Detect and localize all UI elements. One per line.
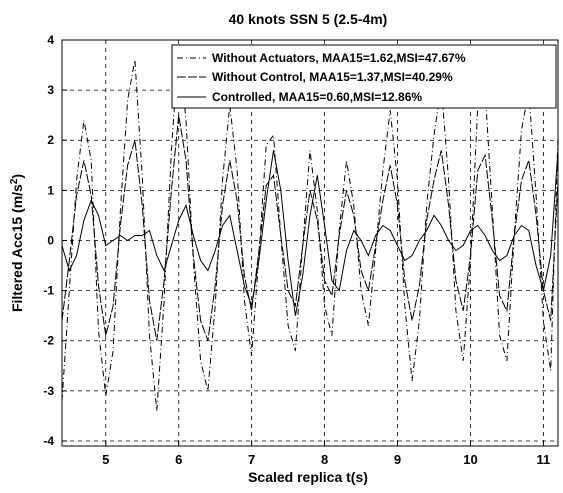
y-tick-label: -1 bbox=[43, 284, 54, 298]
legend-label-controlled: Controlled, MAA15=0.60,MSI=12.86% bbox=[212, 90, 422, 104]
series-line-2 bbox=[62, 150, 558, 316]
legend-box bbox=[171, 44, 557, 109]
x-tick-label: 5 bbox=[102, 452, 109, 467]
y-tick-label: 1 bbox=[47, 183, 54, 197]
y-tick-label: 0 bbox=[47, 233, 54, 247]
y-axis-label-superscript: 2 bbox=[9, 178, 20, 184]
chart-title: 40 knots SSN 5 (2.5-4m) bbox=[229, 11, 388, 27]
y-axis-label-close: ) bbox=[9, 174, 25, 179]
series-line-1 bbox=[62, 115, 558, 341]
y-axis-label: Filtered Acc15 (m/s2) bbox=[9, 174, 25, 312]
legend-label-without-control: Without Control, MAA15=1.37,MSI=40.29% bbox=[212, 70, 453, 84]
legend-label-without-actuators: Without Actuators, MAA15=1.62,MSI=47.67% bbox=[212, 51, 466, 65]
x-tick-label: 6 bbox=[175, 452, 182, 467]
y-tick-label: -3 bbox=[43, 384, 54, 398]
x-tick-label: 10 bbox=[463, 452, 477, 467]
y-tick-label: -4 bbox=[43, 434, 54, 448]
x-tick-label: 11 bbox=[537, 452, 551, 467]
y-tick-label: -2 bbox=[43, 334, 54, 348]
tick-layer: 5 6 7 8 9 10 11 -4 -3 -2 -1 0 1 2 3 4 bbox=[43, 33, 550, 467]
y-tick-label: 3 bbox=[47, 83, 54, 97]
x-axis-label: Scaled replica t(s) bbox=[248, 469, 368, 485]
x-tick-label: 8 bbox=[321, 452, 328, 467]
y-tick-label: 2 bbox=[47, 133, 54, 147]
y-axis-label-main: Filtered Acc15 (m/s bbox=[9, 184, 25, 312]
legend: Without Actuators, MAA15=1.62,MSI=47.67%… bbox=[171, 44, 557, 109]
y-tick-label: 4 bbox=[47, 33, 54, 47]
x-tick-label: 7 bbox=[248, 452, 255, 467]
series-layer bbox=[62, 44, 558, 411]
x-tick-label: 9 bbox=[394, 452, 401, 467]
